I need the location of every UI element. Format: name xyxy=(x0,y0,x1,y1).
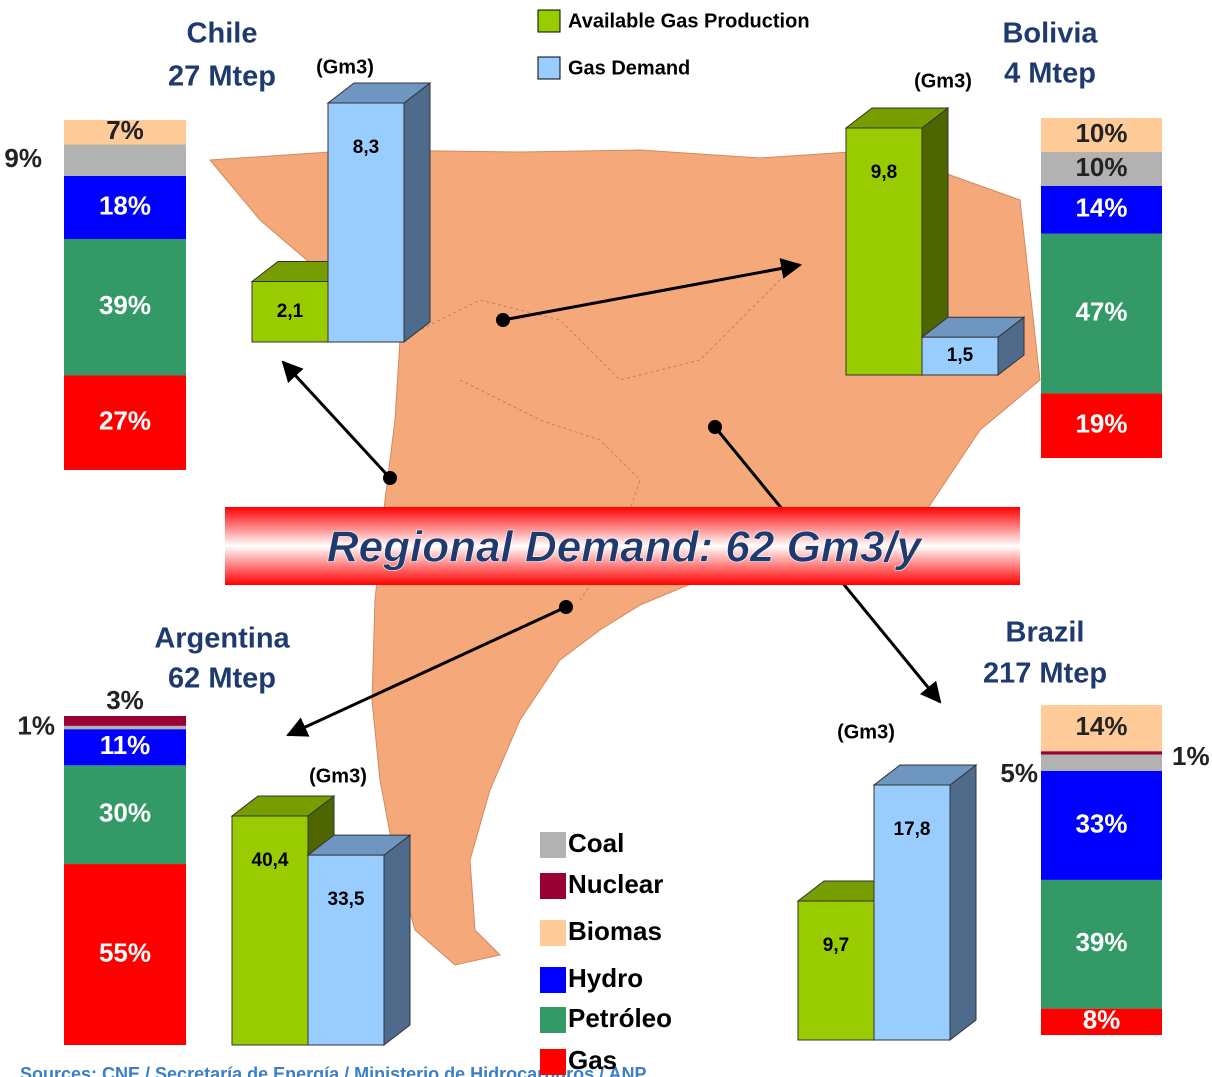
legend-label: Biomas xyxy=(568,916,662,946)
bar-label: 9,8 xyxy=(871,162,897,183)
legend-label: Available Gas Production xyxy=(568,10,810,32)
mix-label: 55% xyxy=(99,937,151,967)
bar-label: 9,7 xyxy=(823,935,849,956)
bar-side xyxy=(383,834,411,1047)
arrows xyxy=(281,258,942,737)
mix-segment xyxy=(64,120,186,145)
bar xyxy=(873,784,951,1041)
legend-label: Gas Demand xyxy=(568,57,690,79)
mix-segment xyxy=(1041,771,1162,880)
legend-swatch xyxy=(540,920,566,946)
mix-segment xyxy=(64,144,186,176)
country-name: Chile xyxy=(187,18,258,50)
mix-label: 10% xyxy=(1075,118,1127,148)
mix-label: 39% xyxy=(1075,927,1127,957)
bar xyxy=(921,336,999,376)
mix-label: 1% xyxy=(17,710,55,740)
mix-label: 3% xyxy=(106,685,144,715)
mix-segment xyxy=(1041,751,1162,755)
legend-label: Coal xyxy=(568,828,624,858)
country-size: 27 Mtep xyxy=(168,61,276,93)
mix-segment xyxy=(1041,705,1162,752)
mix-label: 11% xyxy=(100,730,151,760)
bar xyxy=(307,854,385,1046)
mix-segment xyxy=(1041,754,1162,771)
mix-segment xyxy=(1041,233,1162,394)
mix-label: 10% xyxy=(1075,152,1127,182)
bar-label: 33,5 xyxy=(328,889,365,910)
legend-label: Nuclear xyxy=(568,869,663,899)
bar-side xyxy=(403,81,431,344)
mix-segment xyxy=(1041,1008,1162,1035)
mix-label: 27% xyxy=(99,406,151,436)
country-name: Argentina xyxy=(154,623,290,655)
mix-label: 39% xyxy=(99,290,151,320)
mix-segment xyxy=(64,725,186,730)
mix-label: 8% xyxy=(1083,1005,1121,1035)
bar xyxy=(327,102,405,343)
legend-swatch xyxy=(540,873,566,899)
country-size: 62 Mtep xyxy=(168,663,276,695)
legend-swatch xyxy=(540,967,566,993)
legend-label: Hydro xyxy=(568,963,643,993)
bar xyxy=(231,815,309,1046)
mix-label: 18% xyxy=(99,190,151,220)
mix-segment xyxy=(64,375,186,470)
country-size: 217 Mtep xyxy=(983,658,1107,690)
bar-side xyxy=(949,763,977,1042)
country-size: 4 Mtep xyxy=(1004,58,1096,90)
bar xyxy=(251,281,329,343)
legend-swatch xyxy=(540,832,566,858)
mix-segment xyxy=(1041,186,1162,234)
legend-swatch xyxy=(537,56,561,80)
mix-label: 19% xyxy=(1075,409,1127,439)
mix-segment xyxy=(64,864,186,1045)
legend-swatch xyxy=(537,9,561,33)
bar xyxy=(797,900,875,1041)
country-name: Brazil xyxy=(1006,617,1085,649)
bar-label: 8,3 xyxy=(353,137,379,158)
mix-segment xyxy=(1041,393,1162,458)
mix-segment xyxy=(64,765,186,865)
mix-label: 1% xyxy=(1172,741,1210,771)
mix-segment xyxy=(1041,118,1162,152)
mix-label: 7% xyxy=(106,115,144,145)
unit-label: (Gm3) xyxy=(837,721,895,743)
banner-box xyxy=(225,507,1020,585)
unit-label: (Gm3) xyxy=(316,56,374,78)
bar-label: 17,8 xyxy=(894,819,931,840)
mix-label: 14% xyxy=(1075,711,1127,741)
mix-label: 5% xyxy=(1000,758,1038,788)
legend-label: Petróleo xyxy=(568,1003,672,1033)
legend-swatch xyxy=(540,1007,566,1033)
unit-label: (Gm3) xyxy=(309,765,367,787)
mix-label: 47% xyxy=(1075,296,1127,326)
bar-label: 2,1 xyxy=(277,301,304,322)
country-name: Bolivia xyxy=(1002,18,1098,50)
bar-label: 40,4 xyxy=(252,850,289,871)
mix-segment xyxy=(64,716,186,726)
unit-label: (Gm3) xyxy=(914,70,972,92)
mix-label: 9% xyxy=(4,143,42,173)
mix-segment xyxy=(64,729,186,766)
mix-label: 33% xyxy=(1075,808,1127,838)
bar-label: 1,5 xyxy=(947,345,974,366)
legend-swatch xyxy=(540,1049,566,1075)
mix-segment xyxy=(1041,152,1162,186)
mix-label: 14% xyxy=(1075,193,1127,223)
bar xyxy=(845,127,923,376)
banner: Regional Demand: 62 Gm3/y xyxy=(327,523,924,572)
mix-segment xyxy=(64,239,186,376)
mix-segment xyxy=(1041,879,1162,1009)
source: Sources: CNE / Secretaría de Energía / M… xyxy=(20,1064,647,1077)
mix-segment xyxy=(64,176,186,239)
legend-label: Gas xyxy=(568,1045,617,1075)
mix-label: 30% xyxy=(99,798,151,828)
